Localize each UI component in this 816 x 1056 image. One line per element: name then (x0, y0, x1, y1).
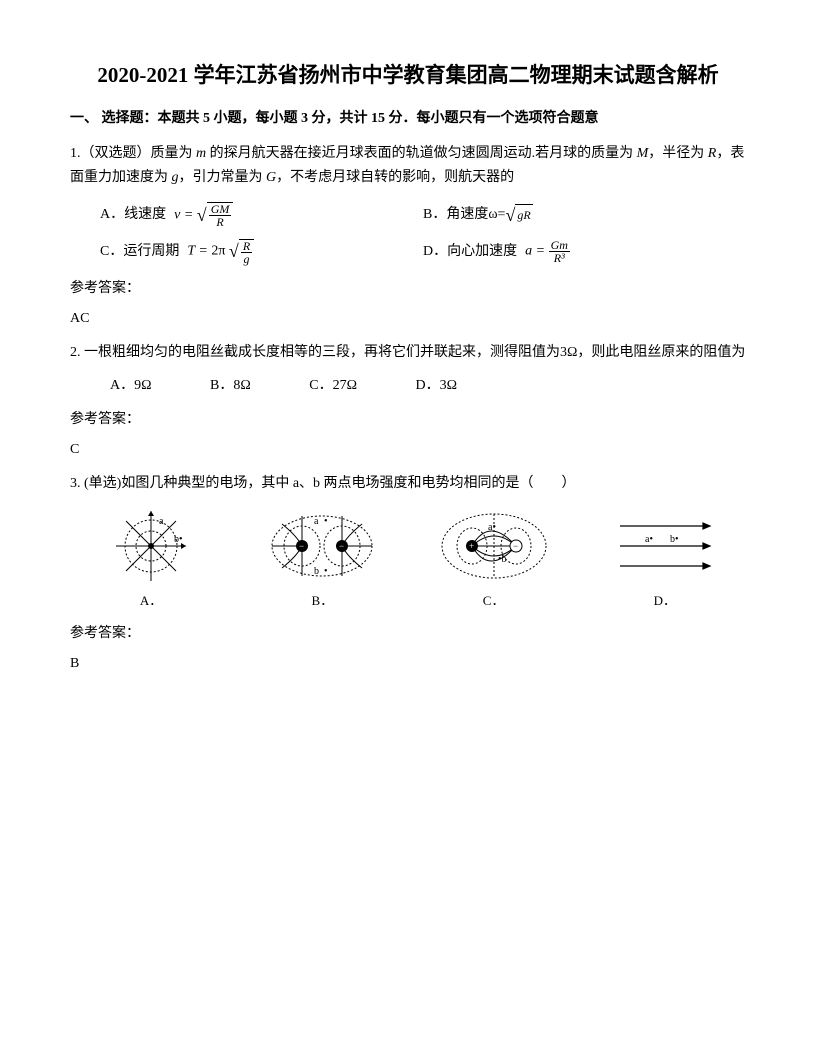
sym-gR: gR (515, 204, 532, 225)
pt-a: a (159, 516, 164, 527)
svg-text:−: − (299, 541, 304, 551)
var-M: M (637, 146, 649, 161)
figA-label: A． (70, 590, 232, 612)
q2-answer: C (70, 438, 746, 462)
figure-a: a b• A． (70, 506, 232, 612)
q3-answer-label: 参考答案： (70, 622, 746, 646)
q1-text2: 的探月航天器在接近月球表面的轨道做匀速圆周运动.若月球的质量为 (206, 146, 637, 161)
q1-text5: ，引力常量为 (179, 170, 267, 185)
question-2: 2. 一根粗细均匀的电阻丝截成长度相等的三段，再将它们并联起来，测得阻值为3Ω，… (70, 341, 746, 365)
svg-text:•: • (324, 566, 328, 577)
q1-answer: AC (70, 307, 746, 331)
q2-option-b: B．8Ω (210, 378, 251, 393)
q1-option-a: A．线速度 v = √GMR (100, 200, 423, 231)
sym-2pi: 2π (211, 244, 225, 259)
svg-text:−: − (513, 541, 518, 551)
pt-a2: a (314, 516, 319, 527)
optB-label: B．角速度ω= (423, 203, 505, 227)
question-3: 3. (单选)如图几种典型的电场，其中 a、b 两点电场强度和电势均相同的是（ … (70, 472, 746, 496)
var-G: G (266, 170, 276, 185)
q1-option-d: D．向心加速度 a = GmR³ (423, 236, 746, 267)
sym-g: g (241, 253, 251, 265)
q1-text3: ，半径为 (648, 146, 708, 161)
sym-a: a (525, 244, 532, 259)
formula-omega: √gR (505, 200, 532, 231)
pt-b2: b (314, 566, 319, 577)
optA-label: A．线速度 (100, 203, 166, 227)
pt-b4: b• (670, 534, 679, 545)
q1-answer-label: 参考答案： (70, 277, 746, 301)
figC-label: C． (413, 590, 575, 612)
formula-T: T = 2π √Rg (187, 236, 254, 267)
page-title: 2020-2021 学年江苏省扬州市中学教育集团高二物理期末试题含解析 (70, 60, 746, 92)
figure-c: + − a• •b C． (413, 506, 575, 612)
q3-answer: B (70, 652, 746, 676)
q2-option-d: D．3Ω (416, 378, 458, 393)
pt-a4: a• (645, 534, 653, 545)
sym-eq2: = (198, 244, 207, 259)
figure-b: − − a • b • B． (241, 506, 403, 612)
sym-T: T (187, 244, 195, 259)
q2-option-a: A．9Ω (110, 378, 152, 393)
question-1: 1.（双选题）质量为 m 的探月航天器在接近月球表面的轨道做匀速圆周运动.若月球… (70, 142, 746, 190)
q2-option-c: C．27Ω (309, 378, 357, 393)
optD-label: D．向心加速度 (423, 240, 517, 264)
svg-text:+: + (469, 541, 474, 551)
section-heading: 一、 选择题：本题共 5 小题，每小题 3 分，共计 15 分．每小题只有一个选… (70, 107, 746, 131)
sym-eq3: = (536, 244, 545, 259)
sym-eq: = (184, 207, 193, 222)
pt-b: b• (174, 534, 183, 545)
q2-answer-label: 参考答案： (70, 408, 746, 432)
q3-figures: a b• A． − − a • b • B． (70, 506, 746, 612)
figB-label: B． (241, 590, 403, 612)
q1-option-b: B．角速度ω= √gR (423, 200, 746, 231)
formula-a: a = GmR³ (525, 239, 570, 264)
svg-text:•: • (324, 516, 328, 527)
q1-text: 1.（双选题）质量为 (70, 146, 196, 161)
sym-R2: R (241, 240, 252, 253)
sym-R: R (214, 216, 225, 228)
pt-b3: •b (498, 554, 507, 565)
sym-v: v (174, 207, 180, 222)
sym-R3: R³ (552, 252, 567, 264)
formula-v: v = √GMR (174, 200, 233, 231)
q1-option-c: C．运行周期 T = 2π √Rg (100, 236, 423, 267)
svg-text:−: − (339, 541, 344, 551)
var-g: g (172, 170, 179, 185)
optC-label: C．运行周期 (100, 240, 179, 264)
pt-a3: a• (488, 522, 496, 533)
q1-text6: ，不考虑月球自转的影响，则航天器的 (276, 170, 514, 185)
figure-d: a• b• D． (584, 506, 746, 612)
var-m: m (196, 146, 206, 161)
q2-options: A．9Ω B．8Ω C．27Ω D．3Ω (110, 374, 746, 398)
figD-label: D． (584, 590, 746, 612)
